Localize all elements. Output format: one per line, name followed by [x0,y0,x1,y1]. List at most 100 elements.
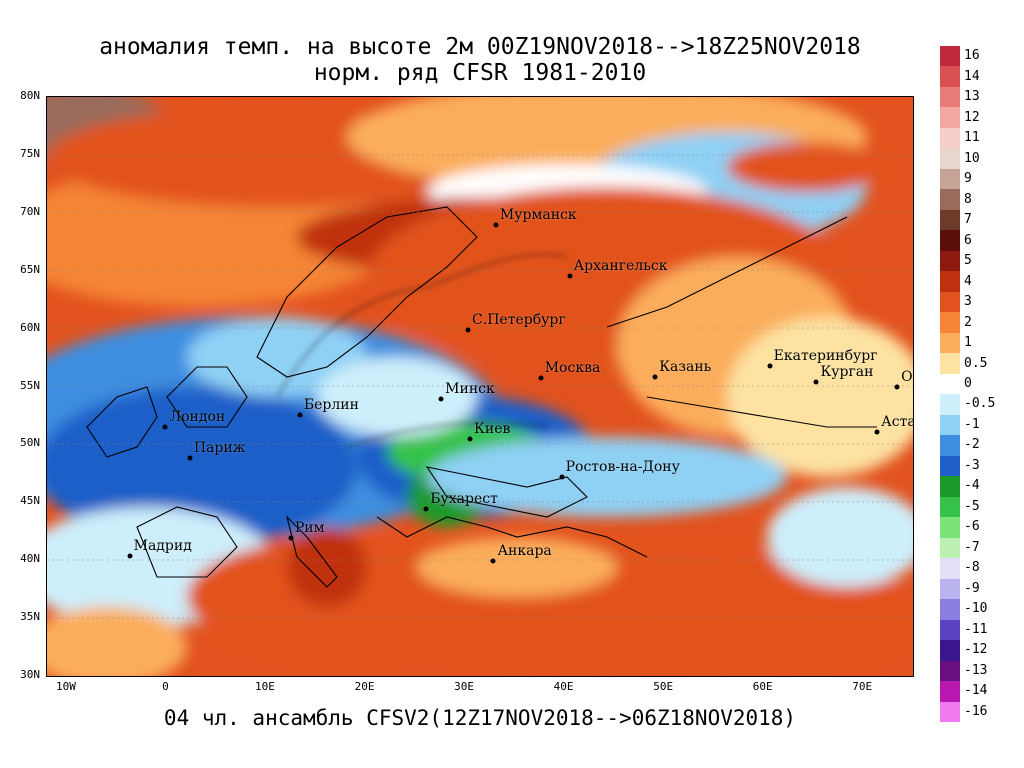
legend-label: -5 [964,498,980,514]
legend-swatch [940,578,960,600]
lat-tick-label: 75N [20,146,40,160]
legend-label: -11 [964,621,988,637]
city-marker [767,363,773,369]
legend-label: 8 [964,191,972,207]
lon-tick-label: 60E [752,680,773,693]
city-label: Рим [294,520,325,537]
legend-label: -14 [964,683,988,699]
legend-label: 13 [964,89,980,105]
lat-tick-label: 45N [20,494,40,508]
lon-tick-label: 40E [553,680,574,693]
lon-tick-label: 70E [852,680,873,693]
temperature-anomaly-map: Мурманск Архангельск С.Петербург Москва Каза… [46,96,914,677]
city-marker [465,327,471,333]
legend-swatch [940,701,960,723]
city-label: Москва [544,360,601,377]
city-marker [438,396,444,402]
city-label: Мурманск [499,206,577,223]
legend-label: 6 [964,232,972,248]
lat-tick-label: 40N [20,552,40,566]
lat-tick-label: 80N [20,89,40,102]
city-marker [894,384,900,389]
legend-label: 7 [964,212,972,228]
city-marker [652,374,658,380]
legend-label: 5 [964,253,972,269]
color-legend: 16 14 13 12 11 10 9 8 7 6 5 4 3 2 1 0.5 0 -0.5 -1 -2 -3 -4 -5 -… [940,46,1020,723]
legend-label: -8 [964,560,980,576]
legend-label: 1 [964,335,972,351]
city-marker [423,506,429,512]
legend-swatch [940,46,960,67]
city-label: Астана [881,413,913,430]
lon-tick-label: 30E [454,680,474,693]
legend-label: 3 [964,294,972,310]
legend-swatch [940,107,960,129]
legend-label: -7 [964,539,980,555]
legend-label: 12 [964,109,980,125]
city-marker [187,455,193,461]
legend-swatch [940,271,960,293]
city-label: С.Петербург [472,311,566,328]
city-label: Париж [193,439,246,456]
legend-swatch [940,517,960,539]
city-marker [813,379,819,385]
legend-label: 0.5 [964,355,988,371]
legend-label: 4 [964,273,972,289]
city-label: Минск [445,381,495,398]
city-marker [288,535,294,541]
legend-swatch [940,66,960,88]
lat-tick-label: 50N [20,436,40,450]
legend-label: -1 [964,416,980,432]
legend-label: -3 [964,457,980,473]
legend-swatch [940,681,960,702]
legend-swatch [940,373,960,395]
legend-swatch [940,394,960,416]
legend-label: 10 [964,150,980,166]
legend-label: 2 [964,314,972,330]
legend-label: -0.5 [964,396,996,412]
city-marker [490,558,496,564]
legend-label: 14 [964,68,980,84]
city-label: Казань [659,359,712,376]
legend-swatch [940,250,960,272]
lat-tick-label: 70N [20,204,40,218]
city-label: Лондон [169,409,226,426]
legend-swatch [940,619,960,641]
city-marker [467,436,473,442]
legend-swatch [940,291,960,313]
map-title-line1: аномалия темп. на высоте 2м 00Z19NOV2018… [99,34,861,60]
lon-tick-label: 0 [162,680,169,693]
legend-label: 16 [964,48,980,64]
ensemble-footer: 04 чл. ансамбль CFSV2(12Z17NOV2018-->06Z… [163,706,797,730]
legend-label: 0 [964,376,972,391]
legend-label: -6 [964,519,980,535]
city-marker [538,375,544,381]
lon-tick-label: 10W [55,680,76,693]
legend-swatch [940,148,960,170]
lon-tick-label: 10E [255,680,275,693]
legend-label: -9 [964,580,980,596]
legend-label: -2 [964,437,980,453]
legend-swatch [940,189,960,211]
lon-tick-label: 20E [354,680,375,693]
city-label: Омск [901,368,913,385]
legend-label: 9 [964,171,972,187]
legend-swatch [940,209,960,231]
city-marker [162,424,168,430]
legend-swatch [940,414,960,436]
city-marker [493,222,499,228]
city-marker [567,273,573,279]
lat-tick-label: 35N [20,610,40,624]
legend-swatch [940,455,960,477]
city-label: Курган [820,363,874,380]
legend-label: -13 [964,662,988,678]
legend-swatch [940,660,960,682]
city-label: Анкара [497,543,552,560]
lat-tick-label: 60N [20,320,40,334]
legend-swatch [940,353,960,375]
legend-label: -10 [964,601,988,617]
legend-label: -16 [964,703,988,719]
legend-swatch [940,476,960,498]
city-marker [874,429,880,435]
lat-tick-label: 65N [20,262,40,276]
